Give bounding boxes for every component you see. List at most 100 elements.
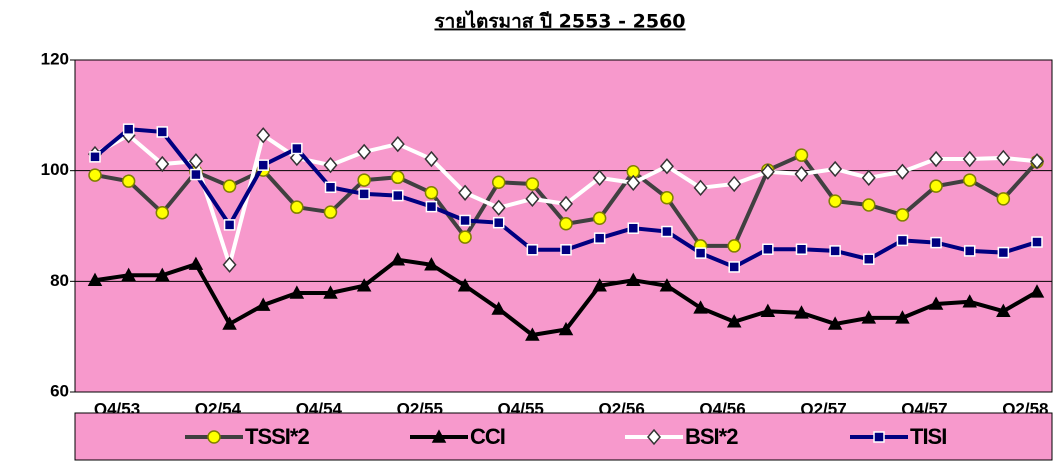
marker (895, 163, 910, 180)
marker (660, 191, 674, 205)
marker (122, 123, 135, 135)
marker (659, 158, 674, 175)
marker (829, 245, 841, 257)
marker (861, 169, 876, 187)
marker (121, 267, 136, 281)
marker (459, 214, 471, 227)
marker (760, 163, 775, 180)
marker (89, 151, 101, 163)
marker (525, 190, 540, 208)
marker (156, 126, 169, 138)
marker (491, 175, 506, 190)
marker (357, 173, 371, 187)
marker (526, 244, 539, 256)
marker (323, 205, 338, 219)
marker (155, 267, 170, 281)
marker (828, 160, 843, 178)
marker (996, 149, 1011, 167)
marker (996, 303, 1011, 317)
marker (457, 278, 473, 292)
marker (873, 431, 885, 443)
marker (188, 256, 204, 270)
marker (424, 257, 439, 271)
legend-label: TSSI*2 (245, 424, 309, 449)
marker (431, 429, 447, 443)
marker (795, 243, 808, 255)
marker (862, 198, 876, 212)
marker (592, 169, 607, 187)
marker (794, 148, 809, 162)
marker (390, 135, 405, 153)
marker (121, 174, 136, 188)
legend-label: CCI (470, 424, 505, 449)
marker (190, 168, 202, 181)
marker (929, 150, 944, 168)
marker (996, 192, 1011, 206)
marker (88, 168, 102, 182)
marker (207, 430, 221, 444)
marker (188, 153, 203, 170)
marker (895, 310, 910, 324)
marker (558, 321, 574, 336)
marker (491, 301, 506, 315)
marker (290, 200, 304, 214)
marker (727, 175, 742, 193)
y-tick-label: 100 (41, 160, 69, 179)
marker (828, 194, 842, 208)
marker (390, 252, 406, 266)
marker (323, 285, 338, 299)
marker (560, 244, 572, 256)
marker (525, 177, 540, 191)
marker (728, 261, 740, 273)
marker (255, 297, 271, 311)
marker (256, 127, 271, 144)
marker (491, 199, 506, 216)
marker (794, 305, 809, 319)
marker (425, 200, 438, 213)
marker (592, 211, 607, 226)
marker (694, 247, 707, 259)
marker (659, 278, 675, 292)
marker (356, 278, 372, 292)
marker (223, 219, 236, 231)
marker (627, 222, 640, 234)
legend-label: BSI*2 (685, 424, 738, 449)
marker (458, 230, 472, 244)
marker (963, 245, 976, 257)
marker (794, 165, 809, 183)
marker (962, 150, 977, 168)
marker (896, 234, 909, 247)
marker (726, 314, 742, 328)
marker (155, 155, 170, 173)
marker (289, 285, 305, 299)
marker (155, 205, 170, 220)
marker (593, 232, 606, 244)
marker (693, 179, 708, 196)
marker (997, 246, 1010, 259)
marker (962, 173, 977, 187)
marker (592, 278, 607, 292)
marker (928, 296, 944, 310)
marker (626, 272, 641, 286)
marker (424, 186, 439, 200)
marker (358, 188, 370, 200)
marker (458, 184, 473, 201)
marker (424, 150, 439, 168)
legend-label: TISI (910, 424, 946, 449)
marker (525, 327, 540, 341)
marker (323, 156, 338, 174)
marker (391, 170, 405, 185)
marker (222, 316, 237, 330)
marker (392, 189, 404, 202)
marker (559, 195, 573, 213)
marker (861, 310, 877, 324)
marker (895, 208, 910, 222)
marker (929, 179, 943, 193)
marker (1030, 153, 1044, 170)
marker (87, 272, 103, 286)
marker (827, 316, 843, 330)
marker (222, 179, 237, 193)
marker (760, 303, 776, 317)
marker (693, 300, 708, 314)
